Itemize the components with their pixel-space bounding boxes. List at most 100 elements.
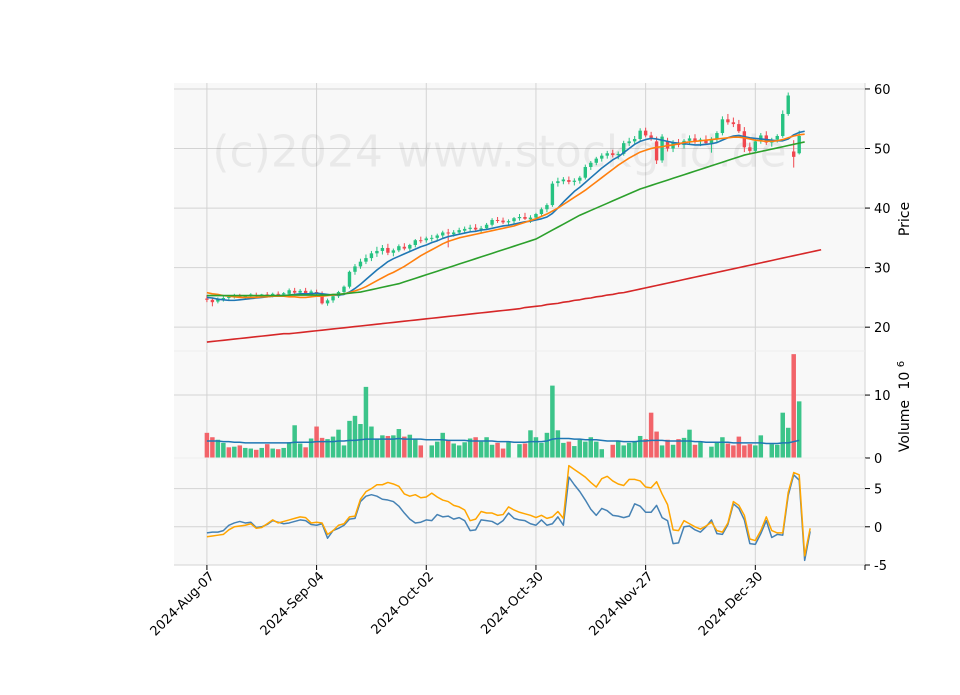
volume-bar: [500, 448, 506, 458]
candle-body: [419, 240, 423, 242]
volume-bar: [676, 439, 681, 458]
candle-body: [342, 286, 346, 293]
candle-body: [506, 221, 511, 223]
candle-body: [742, 131, 747, 148]
volume-bar: [780, 412, 785, 458]
volume-bar: [681, 437, 687, 458]
volume-axis-title-base: 10: [897, 372, 913, 390]
candle-body: [693, 138, 697, 142]
candle-body: [441, 232, 445, 236]
volume-bar: [742, 445, 747, 458]
volume-bar: [440, 432, 445, 458]
volume-bar: [254, 449, 259, 458]
oscillator-grid: [174, 458, 866, 566]
candle-body: [545, 205, 549, 210]
volume-bar: [369, 426, 374, 458]
volume-axis-title-exponent: 6: [896, 361, 907, 367]
volume-bar: [610, 444, 615, 458]
candle-body: [468, 227, 472, 229]
candle-body: [797, 136, 801, 154]
oscillator-line: [206, 474, 811, 562]
volume-bar: [758, 435, 764, 458]
volume-bar: [341, 445, 347, 458]
price-axis-title: Price: [897, 202, 913, 236]
volume-axis-title: Volume 10 6: [896, 361, 914, 452]
candle-body: [331, 296, 335, 301]
candle-body: [748, 147, 752, 151]
volume-bar: [297, 443, 303, 458]
candle-body: [737, 124, 741, 132]
volume-bar: [736, 436, 742, 458]
volume-bar: [753, 445, 758, 458]
volume-axis-title-text: Volume: [897, 400, 913, 452]
volume-bar: [632, 441, 637, 458]
y-tick-label: 5: [874, 483, 882, 498]
volume-bar: [232, 446, 237, 458]
candle-body: [271, 293, 275, 296]
moving-average-line: [206, 248, 822, 343]
volume-bar: [566, 441, 572, 458]
candle-body: [638, 130, 642, 139]
candle-body: [660, 136, 664, 161]
price-panel: (c)2024 www.stockgrid.de 20 30 40 50 60 Pric…: [174, 83, 913, 351]
volume-bar: [615, 440, 621, 458]
volume-average: [206, 437, 800, 445]
volume-bar: [462, 442, 467, 458]
y-tick-label: 50: [874, 143, 891, 158]
candle-body: [556, 181, 560, 184]
volume-bar: [264, 444, 270, 458]
volume-bar: [731, 445, 736, 458]
volume-bar: [418, 445, 424, 458]
volume-bar: [374, 438, 380, 458]
candle-body: [353, 266, 357, 272]
volume-bar: [286, 442, 292, 458]
volume-bar: [396, 429, 402, 458]
candle-body: [517, 217, 522, 219]
candle-body: [227, 296, 231, 298]
volume-bar: [325, 439, 330, 458]
candle-body: [446, 232, 450, 234]
candle-body: [643, 130, 648, 136]
volume-bar: [769, 444, 775, 458]
y-tick-label: 20: [874, 321, 891, 336]
candle-body: [632, 138, 637, 142]
oscillator-panel: -5 0 5: [174, 458, 887, 574]
candle-body: [550, 183, 555, 206]
candle-body: [462, 228, 467, 231]
y-tick-label: 10: [874, 389, 891, 404]
candle-body: [397, 246, 401, 251]
volume-y-axis: 0 10: [865, 389, 891, 467]
moving-average-line: [206, 141, 805, 297]
volume-bar: [484, 437, 489, 458]
volume-bar: [555, 430, 561, 458]
candle-body: [430, 237, 434, 239]
candle-body: [501, 220, 505, 223]
candle-body: [457, 230, 461, 233]
volume-bar: [407, 434, 413, 458]
volume-bar: [665, 439, 670, 458]
candle-body: [528, 217, 533, 220]
oscillator-line: [206, 464, 811, 557]
volume-bar: [643, 439, 648, 458]
candle-body: [600, 155, 604, 159]
volume-bar: [281, 447, 286, 458]
volume-average-line: [206, 437, 800, 445]
volume-bar: [467, 438, 473, 458]
candle-body: [792, 151, 796, 157]
candle-body: [786, 95, 790, 114]
volume-bar: [561, 442, 566, 458]
volume-bar: [363, 386, 369, 458]
volume-bar: [654, 431, 659, 458]
candle-body: [210, 299, 215, 303]
candle-body: [479, 228, 483, 230]
volume-bar: [380, 435, 385, 458]
volume-bar: [544, 432, 550, 458]
oscillator-y-axis: -5 0 5: [865, 483, 887, 574]
candle-body: [386, 247, 390, 253]
volume-bar: [489, 444, 495, 458]
volume-bar: [319, 437, 325, 458]
volume-bar: [402, 436, 407, 458]
candle-body: [364, 258, 368, 262]
candle-body: [523, 217, 527, 219]
volume-bar: [687, 429, 692, 458]
